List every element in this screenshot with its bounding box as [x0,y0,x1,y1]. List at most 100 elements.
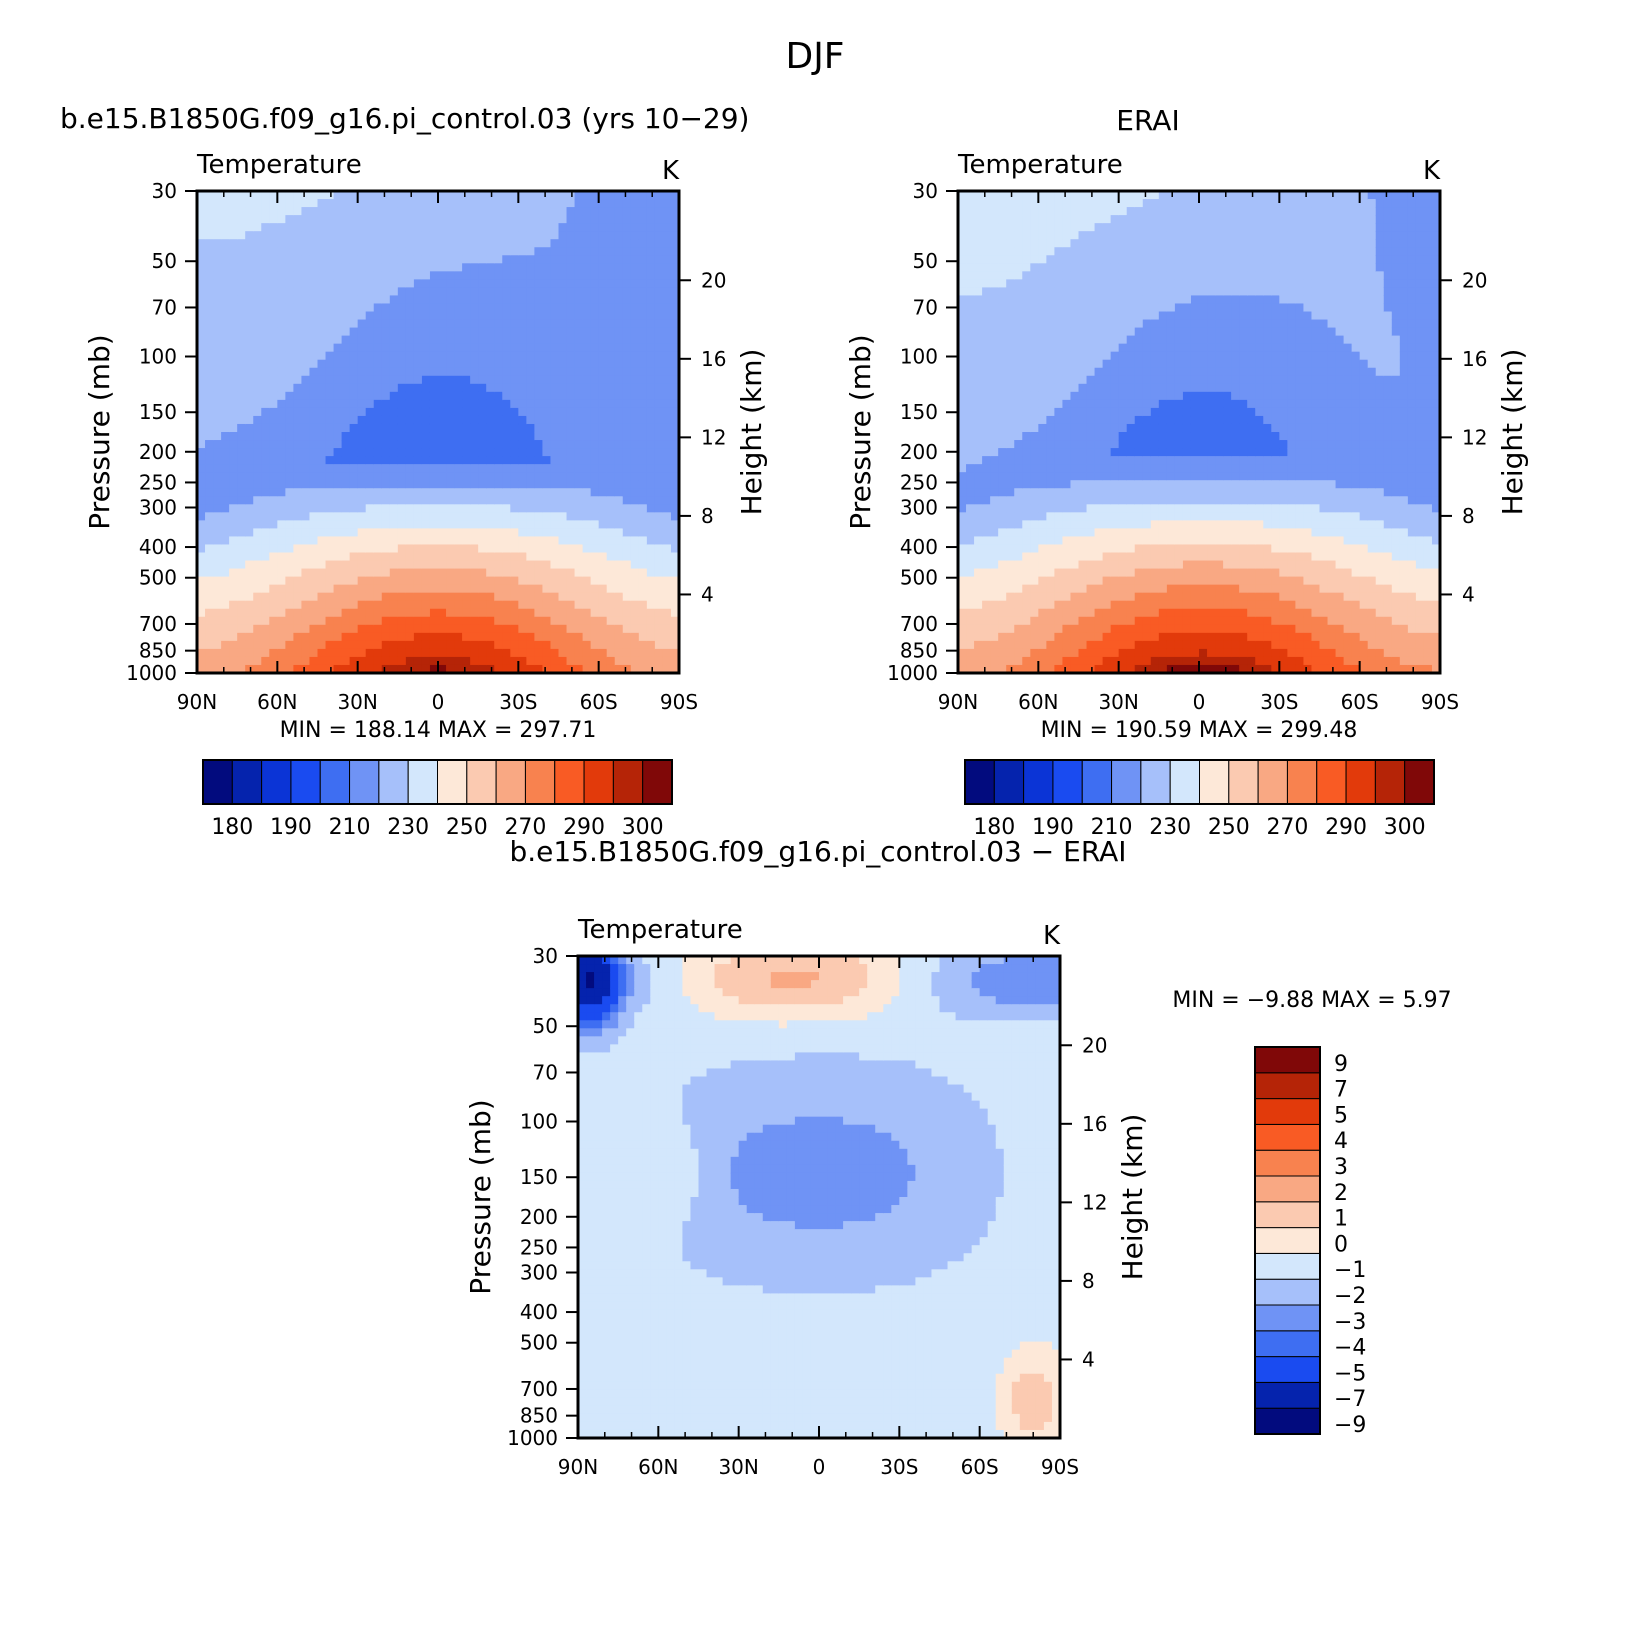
contour-cell [982,263,991,272]
contour-cell [341,432,351,441]
contour-cell [526,432,535,441]
contour-cell [293,255,303,264]
contour-cell [622,207,632,216]
contour-cell [494,560,503,570]
contour-cell [1126,271,1136,280]
contour-cell [542,359,552,369]
y-tick-label: 500 [139,566,177,590]
contour-cell [285,399,294,409]
contour-cell [1014,632,1023,642]
contour-cell [1102,512,1112,521]
contour-cell [462,335,471,345]
contour-cell [542,391,552,401]
contour-cell [438,311,447,321]
contour-cell [325,239,335,248]
contour-cell [309,351,319,361]
contour-cell [526,327,535,337]
contour-cell [269,520,278,529]
contour-cell [1014,656,1023,666]
contour-cell [205,367,214,377]
contour-cell [1054,415,1064,425]
contour-cell [670,456,680,465]
contour-cell [245,223,254,232]
contour-cell [1118,215,1128,224]
contour-cell [550,488,560,497]
contour-cell [670,375,680,385]
contour-cell [478,359,487,369]
contour-cell [454,472,463,481]
contour-cell [269,383,278,393]
contour-cell [598,231,608,240]
contour-cell [229,207,238,216]
contour-cell [1102,311,1112,321]
contour-cell [261,448,270,457]
contour-cell [654,239,664,248]
contour-cell [982,423,991,433]
contour-cell [494,440,503,449]
contour-cell [654,472,664,481]
contour-cell [622,528,632,538]
contour-cell [277,391,286,401]
contour-cell [389,448,399,457]
contour-cell [269,407,278,417]
contour-cell [526,423,535,433]
contour-cell [269,399,278,409]
contour-cell [429,239,439,248]
contour-cell [229,616,238,626]
contour-cell [502,624,511,634]
contour-cell [518,584,527,594]
contour-cell [325,576,335,586]
contour-cell [1070,239,1080,248]
contour-cell [333,504,343,513]
contour-cell [590,536,600,546]
contour-cell [245,624,254,634]
contour-cell [558,207,568,216]
contour-cell [622,536,632,546]
contour-cell [1086,319,1096,329]
contour-cell [486,480,495,489]
contour-cell [373,391,383,401]
contour-cell [1006,383,1015,393]
contour-cell [606,399,616,409]
contour-cell [590,528,600,538]
contour-cell [478,592,487,602]
contour-cell [317,560,327,570]
contour-cell [542,624,552,634]
contour-cell [405,383,415,393]
contour-cell [365,263,375,272]
contour-cell [1038,255,1047,264]
contour-cell [1102,215,1112,224]
contour-cell [1046,239,1055,248]
contour-cell [982,391,991,401]
contour-cell [341,295,351,305]
contour-cell [1102,544,1112,554]
contour-cell [478,496,487,505]
contour-cell [349,351,359,361]
contour-cell [614,287,624,297]
contour-cell [966,415,975,425]
contour-cell [646,311,656,321]
contour-cell [582,207,592,216]
contour-cell [446,239,455,248]
contour-cell [1070,359,1080,369]
contour-cell [974,271,983,280]
contour-cell [1070,423,1080,433]
contour-cell [301,423,311,433]
contour-cell [534,600,544,610]
contour-cell [405,271,415,280]
contour-cell [966,544,975,554]
contour-cell [622,640,632,650]
contour-cell [670,399,680,409]
contour-cell [269,303,278,313]
contour-cell [285,255,294,264]
contour-cell [269,215,278,224]
contour-cell [405,239,415,248]
contour-cell [646,552,656,562]
contour-cell [373,231,383,240]
contour-cell [454,568,463,578]
contour-cell [518,576,527,586]
contour-cell [389,343,399,353]
contour-cell [429,456,439,465]
contour-cell [518,423,527,433]
contour-cell [301,456,311,465]
